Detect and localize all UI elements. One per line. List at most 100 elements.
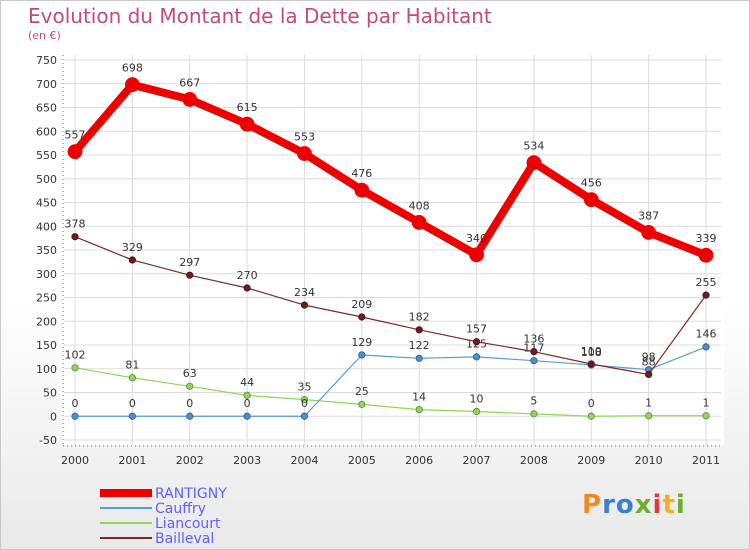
data-point-rantigny — [239, 116, 255, 132]
data-point-rantigny — [354, 182, 370, 198]
data-point-cauffry — [530, 357, 538, 365]
y-tick-label: 200 — [36, 315, 57, 328]
y-tick-label: 250 — [36, 292, 57, 305]
data-label-liancourt: 81 — [125, 359, 139, 372]
data-point-liancourt — [415, 405, 423, 414]
x-tick-label: 2000 — [61, 454, 89, 467]
data-point-bailleval — [358, 313, 366, 321]
y-tick-label: 150 — [36, 339, 57, 352]
x-tick-label: 2008 — [520, 454, 548, 467]
y-tick-label: 700 — [36, 78, 57, 91]
data-label-liancourt: 35 — [297, 380, 311, 393]
series-line-liancourt — [74, 367, 706, 417]
data-point-liancourt — [645, 412, 653, 420]
y-tick-label: 450 — [36, 197, 57, 210]
data-point-bailleval — [71, 233, 79, 241]
data-label-bailleval: 378 — [65, 218, 86, 231]
data-label-rantigny: 698 — [122, 62, 143, 75]
data-point-cauffry — [128, 412, 136, 420]
x-tick-label: 2009 — [577, 454, 605, 467]
data-label-cauffry: 0 — [301, 397, 308, 410]
y-tick-label: 650 — [36, 102, 57, 115]
legend-label-liancourt: Liancourt — [155, 516, 221, 532]
y-tick-label: 50 — [43, 387, 57, 400]
data-point-liancourt — [71, 364, 79, 372]
data-point-liancourt — [472, 407, 481, 416]
data-point-bailleval — [645, 370, 653, 379]
data-label-rantigny: 534 — [523, 140, 544, 153]
data-label-cauffry: 0 — [186, 397, 193, 410]
data-label-liancourt: 102 — [65, 349, 86, 362]
data-label-cauffry: 122 — [409, 339, 430, 352]
data-label-bailleval: 234 — [294, 286, 315, 299]
data-point-rantigny — [698, 247, 714, 263]
y-tick-label: 100 — [36, 363, 57, 376]
series-line-rantigny — [71, 80, 708, 259]
data-point-cauffry — [358, 351, 366, 359]
data-label-cauffry: 0 — [72, 397, 79, 410]
data-point-bailleval — [243, 284, 251, 292]
data-point-cauffry — [300, 412, 309, 420]
data-label-bailleval: 329 — [122, 241, 143, 254]
data-point-bailleval — [300, 301, 309, 309]
data-point-bailleval — [530, 348, 538, 356]
data-point-liancourt — [186, 382, 194, 390]
x-tick-label: 2001 — [118, 454, 146, 467]
data-label-liancourt: 10 — [470, 392, 484, 405]
data-point-rantigny — [583, 192, 599, 208]
data-point-bailleval — [702, 291, 710, 299]
proxiti-logo: Proxiti — [582, 490, 686, 520]
y-tick-label: 600 — [36, 125, 57, 138]
data-point-rantigny — [67, 144, 83, 160]
chart-title: Evolution du Montant de la Dette par Hab… — [28, 4, 492, 28]
x-tick-label: 2006 — [405, 454, 433, 467]
data-point-rantigny — [124, 77, 140, 93]
data-point-liancourt — [530, 410, 538, 418]
data-label-bailleval: 136 — [523, 332, 544, 345]
data-point-liancourt — [702, 412, 710, 420]
data-point-cauffry — [71, 412, 79, 420]
y-tick-label: -50 — [39, 434, 57, 447]
data-label-rantigny: 553 — [294, 131, 315, 144]
data-label-cauffry: 0 — [244, 397, 251, 410]
data-point-bailleval — [472, 338, 481, 346]
data-label-rantigny: 340 — [466, 232, 487, 245]
data-point-liancourt — [300, 396, 309, 404]
x-tick-label: 2005 — [348, 454, 376, 467]
data-label-liancourt: 14 — [412, 390, 426, 403]
x-tick-label: 2011 — [692, 454, 720, 467]
data-label-cauffry: 108 — [581, 346, 602, 359]
data-point-rantigny — [641, 225, 657, 240]
data-label-liancourt: 44 — [240, 376, 254, 389]
data-label-rantigny: 456 — [581, 177, 602, 190]
data-label-bailleval: 182 — [409, 311, 430, 324]
data-label-bailleval: 110 — [581, 345, 602, 358]
data-point-bailleval — [587, 360, 595, 368]
y-tick-label: 550 — [36, 149, 57, 162]
x-tick-label: 2004 — [290, 454, 318, 467]
data-label-rantigny: 667 — [179, 76, 200, 89]
data-point-cauffry — [415, 354, 423, 362]
data-point-cauffry — [243, 412, 251, 420]
x-tick-label: 2002 — [176, 454, 204, 467]
data-label-rantigny: 476 — [351, 167, 372, 180]
chart-subtitle: (en €) — [28, 29, 61, 42]
data-label-cauffry: 129 — [351, 336, 372, 349]
y-tick-label: 350 — [36, 244, 57, 257]
data-label-bailleval: 88 — [642, 355, 656, 368]
y-tick-label: 400 — [36, 220, 57, 233]
y-tick-label: 750 — [36, 54, 57, 67]
data-point-rantigny — [526, 155, 542, 171]
legend-label-rantigny: RANTIGNY — [155, 486, 227, 502]
data-label-cauffry: 0 — [129, 397, 136, 410]
data-label-liancourt: 5 — [530, 395, 537, 408]
legend-label-bailleval: Bailleval — [155, 531, 214, 547]
y-tick-label: 0 — [50, 410, 57, 423]
data-point-cauffry — [186, 412, 194, 420]
y-tick-label: 300 — [36, 268, 57, 281]
data-label-bailleval: 157 — [466, 322, 487, 335]
data-label-liancourt: 63 — [183, 367, 197, 380]
data-point-liancourt — [587, 412, 595, 420]
data-label-rantigny: 387 — [638, 209, 659, 222]
